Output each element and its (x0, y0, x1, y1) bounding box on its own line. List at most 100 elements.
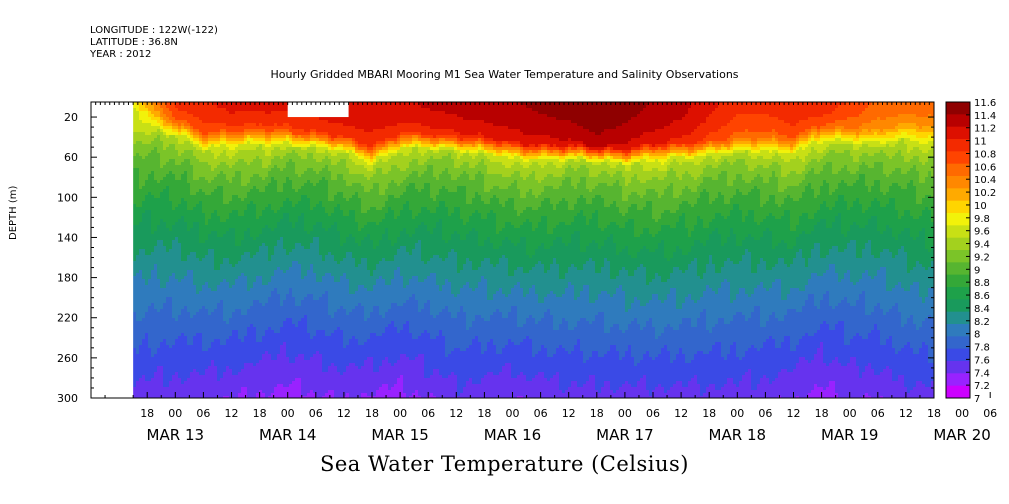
heatmap-cell (178, 372, 181, 375)
heatmap-cell (208, 174, 211, 177)
heatmap-cell (178, 342, 181, 345)
heatmap-cell (226, 327, 229, 330)
heatmap-cell (178, 345, 181, 348)
heatmap-cell (229, 240, 232, 243)
heatmap-cell (229, 336, 232, 339)
heatmap-cell (238, 390, 241, 393)
heatmap-cell (217, 255, 220, 258)
heatmap-cell (142, 237, 145, 240)
heatmap-cell (163, 210, 166, 213)
heatmap-cell (238, 324, 241, 327)
heatmap-cell (187, 228, 190, 231)
heatmap-cell (145, 159, 148, 162)
heatmap-cell (226, 306, 229, 309)
heatmap-cell (196, 177, 199, 180)
heatmap-cell (202, 171, 205, 174)
heatmap-cell (208, 285, 211, 288)
heatmap-cell (151, 303, 154, 306)
heatmap-cell (211, 105, 214, 108)
heatmap-cell (139, 240, 142, 243)
heatmap-cell (172, 309, 175, 312)
heatmap-cell (193, 111, 196, 114)
heatmap-cell (142, 132, 145, 135)
heatmap-cell (145, 318, 148, 321)
heatmap-cell (133, 219, 136, 222)
heatmap-cell (157, 222, 160, 225)
heatmap-cell (133, 207, 136, 210)
heatmap-cell (151, 348, 154, 351)
heatmap-cell (160, 123, 163, 126)
heatmap-cell (193, 234, 196, 237)
heatmap-cell (139, 324, 142, 327)
heatmap-cell (205, 264, 208, 267)
heatmap-cell (160, 336, 163, 339)
heatmap-cell (157, 297, 160, 300)
heatmap-cell (166, 294, 169, 297)
heatmap-cell (190, 246, 193, 249)
heatmap-cell (163, 171, 166, 174)
heatmap-cell (139, 249, 142, 252)
heatmap-cell (187, 141, 190, 144)
heatmap-cell (148, 141, 151, 144)
heatmap-cell (148, 219, 151, 222)
heatmap-cell (133, 339, 136, 342)
heatmap-cell (145, 201, 148, 204)
heatmap-cell (172, 147, 175, 150)
heatmap-cell (175, 351, 178, 354)
heatmap-cell (169, 165, 172, 168)
heatmap-cell (205, 183, 208, 186)
heatmap-cell (136, 354, 139, 357)
heatmap-cell (226, 144, 229, 147)
heatmap-cell (220, 378, 223, 381)
heatmap-cell (160, 282, 163, 285)
heatmap-cell (133, 276, 136, 279)
heatmap-cell (166, 270, 169, 273)
heatmap-cell (211, 363, 214, 366)
heatmap-cell (187, 390, 190, 393)
heatmap-cell (226, 171, 229, 174)
heatmap-cell (139, 195, 142, 198)
heatmap-cell (184, 297, 187, 300)
heatmap-cell (193, 228, 196, 231)
heatmap-cell (232, 135, 235, 138)
heatmap-cell (220, 339, 223, 342)
heatmap-cell (136, 105, 139, 108)
heatmap-cell (178, 387, 181, 390)
heatmap-cell (178, 270, 181, 273)
heatmap-cell (235, 312, 238, 315)
heatmap-cell (241, 180, 244, 183)
heatmap-cell (205, 120, 208, 123)
heatmap-cell (142, 141, 145, 144)
heatmap-cell (202, 300, 205, 303)
heatmap-cell (226, 315, 229, 318)
heatmap-cell (145, 162, 148, 165)
heatmap-cell (160, 312, 163, 315)
heatmap-cell (145, 348, 148, 351)
heatmap-cell (151, 225, 154, 228)
heatmap-cell (172, 318, 175, 321)
heatmap-cell (160, 192, 163, 195)
heatmap-cell (136, 264, 139, 267)
heatmap-cell (229, 225, 232, 228)
heatmap-cell (187, 258, 190, 261)
heatmap-cell (196, 135, 199, 138)
heatmap-cell (187, 366, 190, 369)
heatmap-cell (166, 267, 169, 270)
heatmap-cell (205, 249, 208, 252)
heatmap-cell (190, 393, 193, 396)
heatmap-cell (196, 171, 199, 174)
heatmap-cell (193, 393, 196, 396)
heatmap-cell (145, 150, 148, 153)
heatmap-cell (184, 270, 187, 273)
heatmap-cell (139, 357, 142, 360)
heatmap-cell (235, 189, 238, 192)
heatmap-cell (157, 228, 160, 231)
heatmap-cell (211, 261, 214, 264)
heatmap-cell (190, 261, 193, 264)
heatmap-cell (178, 213, 181, 216)
heatmap-cell (157, 288, 160, 291)
heatmap-cell (235, 153, 238, 156)
heatmap-cell (163, 207, 166, 210)
heatmap-cell (229, 318, 232, 321)
heatmap-cell (133, 264, 136, 267)
